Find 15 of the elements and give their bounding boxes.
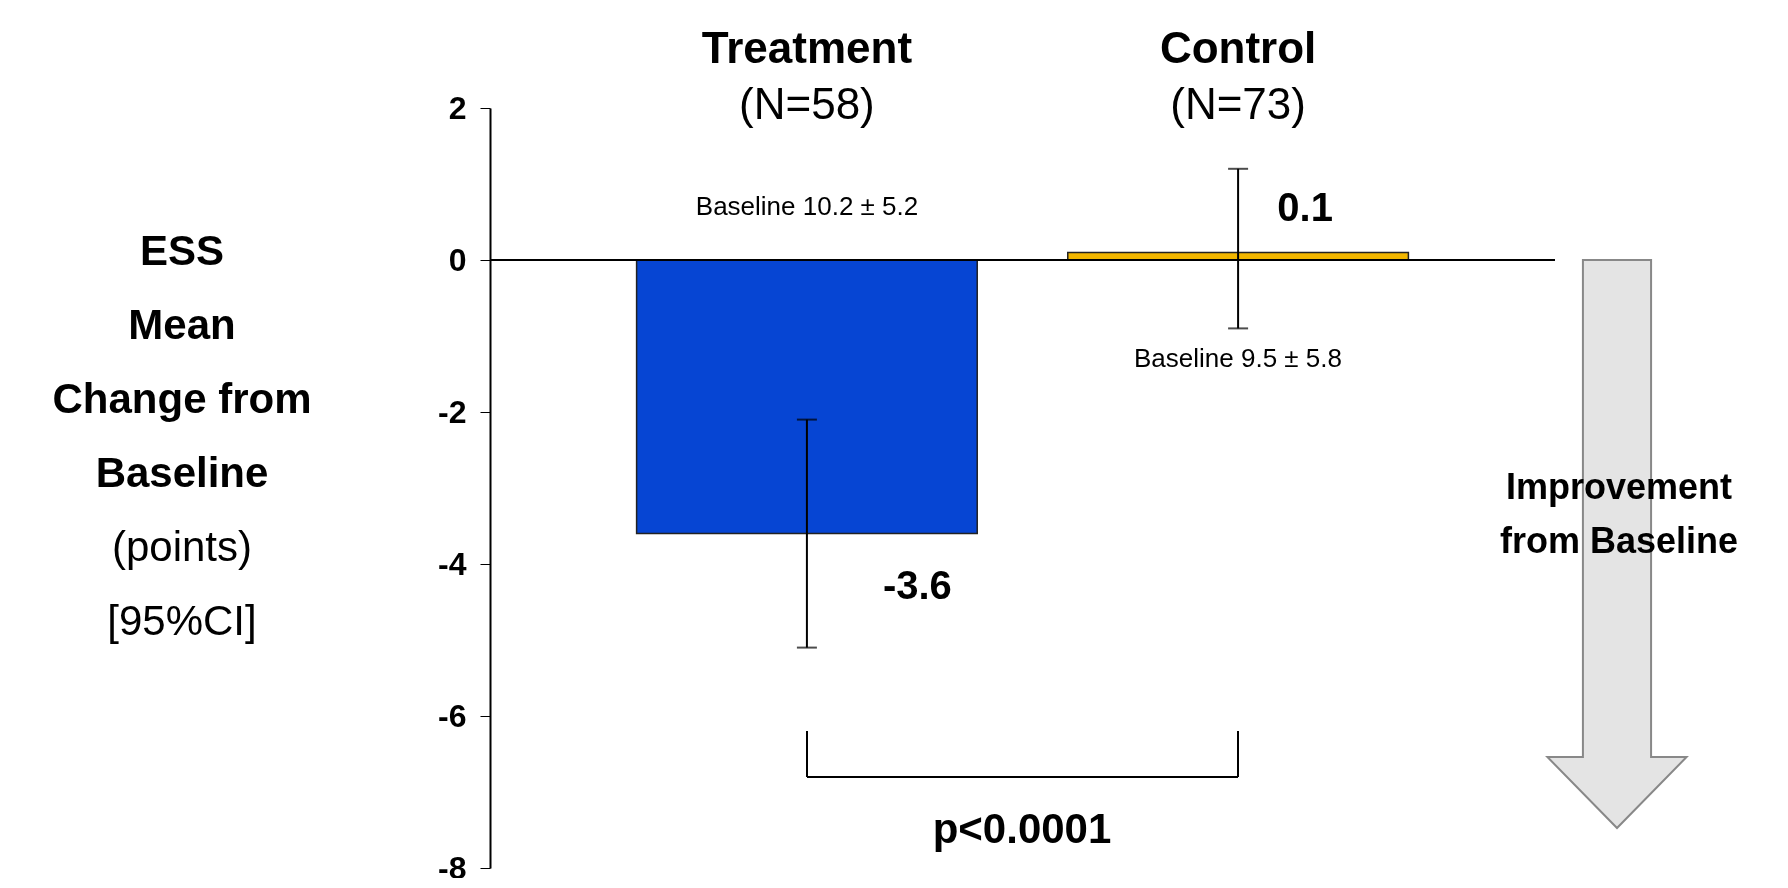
y-axis-title: ESS Mean Change from Baseline (points) [95%CI]: [52, 227, 312, 644]
category-label: Treatment (N=58): [701, 23, 913, 128]
y-tick-label: -6: [438, 697, 467, 734]
y-tick-label: 2: [448, 89, 467, 126]
annotation: Improvement from Baseline: [1499, 466, 1739, 561]
data-label: 0.1: [1277, 185, 1333, 230]
y-tick-label: 0: [448, 241, 467, 278]
category-label: Control (N=73): [1159, 23, 1317, 128]
y-tick-label: -4: [438, 545, 467, 582]
y-tick-label: -8: [438, 849, 467, 886]
data-label: -3.6: [882, 562, 952, 607]
annotation: Baseline 9.5 ± 5.8: [1134, 343, 1342, 373]
y-tick-label: -2: [438, 393, 467, 430]
annotation: p<0.0001: [932, 805, 1112, 852]
annotation: Baseline 10.2 ± 5.2: [695, 191, 919, 221]
